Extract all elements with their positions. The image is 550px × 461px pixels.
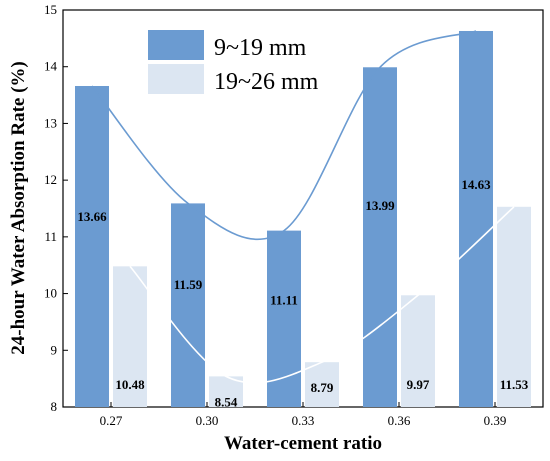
data-label-series-2: 10.48 xyxy=(115,377,145,392)
trend-line-series-2 xyxy=(129,206,515,384)
data-label-series-2: 9.97 xyxy=(407,377,430,392)
data-labels: 13.66 11.59 11.11 13.99 14.63 10.48 8.54 8.79 9.… xyxy=(77,177,528,409)
x-tick-label: 0.27 xyxy=(100,413,123,428)
y-tick-label: 10 xyxy=(44,286,57,301)
y-tick-label: 14 xyxy=(44,59,58,74)
bar-series-1 xyxy=(459,30,493,408)
legend-label-series-1: 9~19 mm xyxy=(214,35,307,61)
legend-swatch-series-1 xyxy=(148,30,204,60)
y-axis: 8 9 10 11 12 13 14 15 xyxy=(44,2,68,414)
bar-series-2 xyxy=(497,206,531,407)
data-label-series-2: 8.54 xyxy=(215,394,238,409)
legend-label-series-2: 19~26 mm xyxy=(214,69,319,95)
data-label-series-1: 13.99 xyxy=(365,198,395,213)
data-label-series-1: 11.59 xyxy=(174,277,203,292)
x-tick-label: 0.36 xyxy=(388,413,411,428)
trend-line-series-1 xyxy=(91,30,477,241)
data-label-series-1: 11.11 xyxy=(270,293,298,308)
y-tick-label: 9 xyxy=(51,342,58,357)
y-tick-label: 11 xyxy=(44,229,57,244)
x-tick-label: 0.39 xyxy=(484,413,507,428)
bar-series-1 xyxy=(75,85,109,408)
x-axis-title: Water-cement ratio xyxy=(224,433,382,454)
legend: 9~19 mm 19~26 mm xyxy=(148,30,319,95)
trend-lines xyxy=(91,30,515,384)
data-label-series-2: 11.53 xyxy=(500,377,529,392)
legend-swatch-series-2 xyxy=(148,64,204,94)
y-tick-label: 15 xyxy=(44,2,57,17)
bar-series-1 xyxy=(171,203,205,407)
bar-series-1 xyxy=(363,67,397,407)
data-label-series-1: 14.63 xyxy=(461,177,491,192)
x-tick-label: 0.33 xyxy=(292,413,315,428)
x-axis: 0.27 0.30 0.33 0.36 0.39 xyxy=(100,402,507,428)
data-label-series-2: 8.79 xyxy=(311,380,334,395)
bar-series-2 xyxy=(113,266,147,407)
y-tick-label: 8 xyxy=(51,399,58,414)
data-label-series-1: 13.66 xyxy=(77,209,107,224)
bars xyxy=(75,30,531,408)
bar-series-2 xyxy=(305,362,339,407)
y-tick-label: 12 xyxy=(44,172,57,187)
y-tick-label: 13 xyxy=(44,115,57,130)
x-tick-label: 0.30 xyxy=(196,413,219,428)
bar-series-2 xyxy=(401,295,435,407)
y-axis-title: 24-hour Water Absorption Rate (%) xyxy=(8,61,29,354)
